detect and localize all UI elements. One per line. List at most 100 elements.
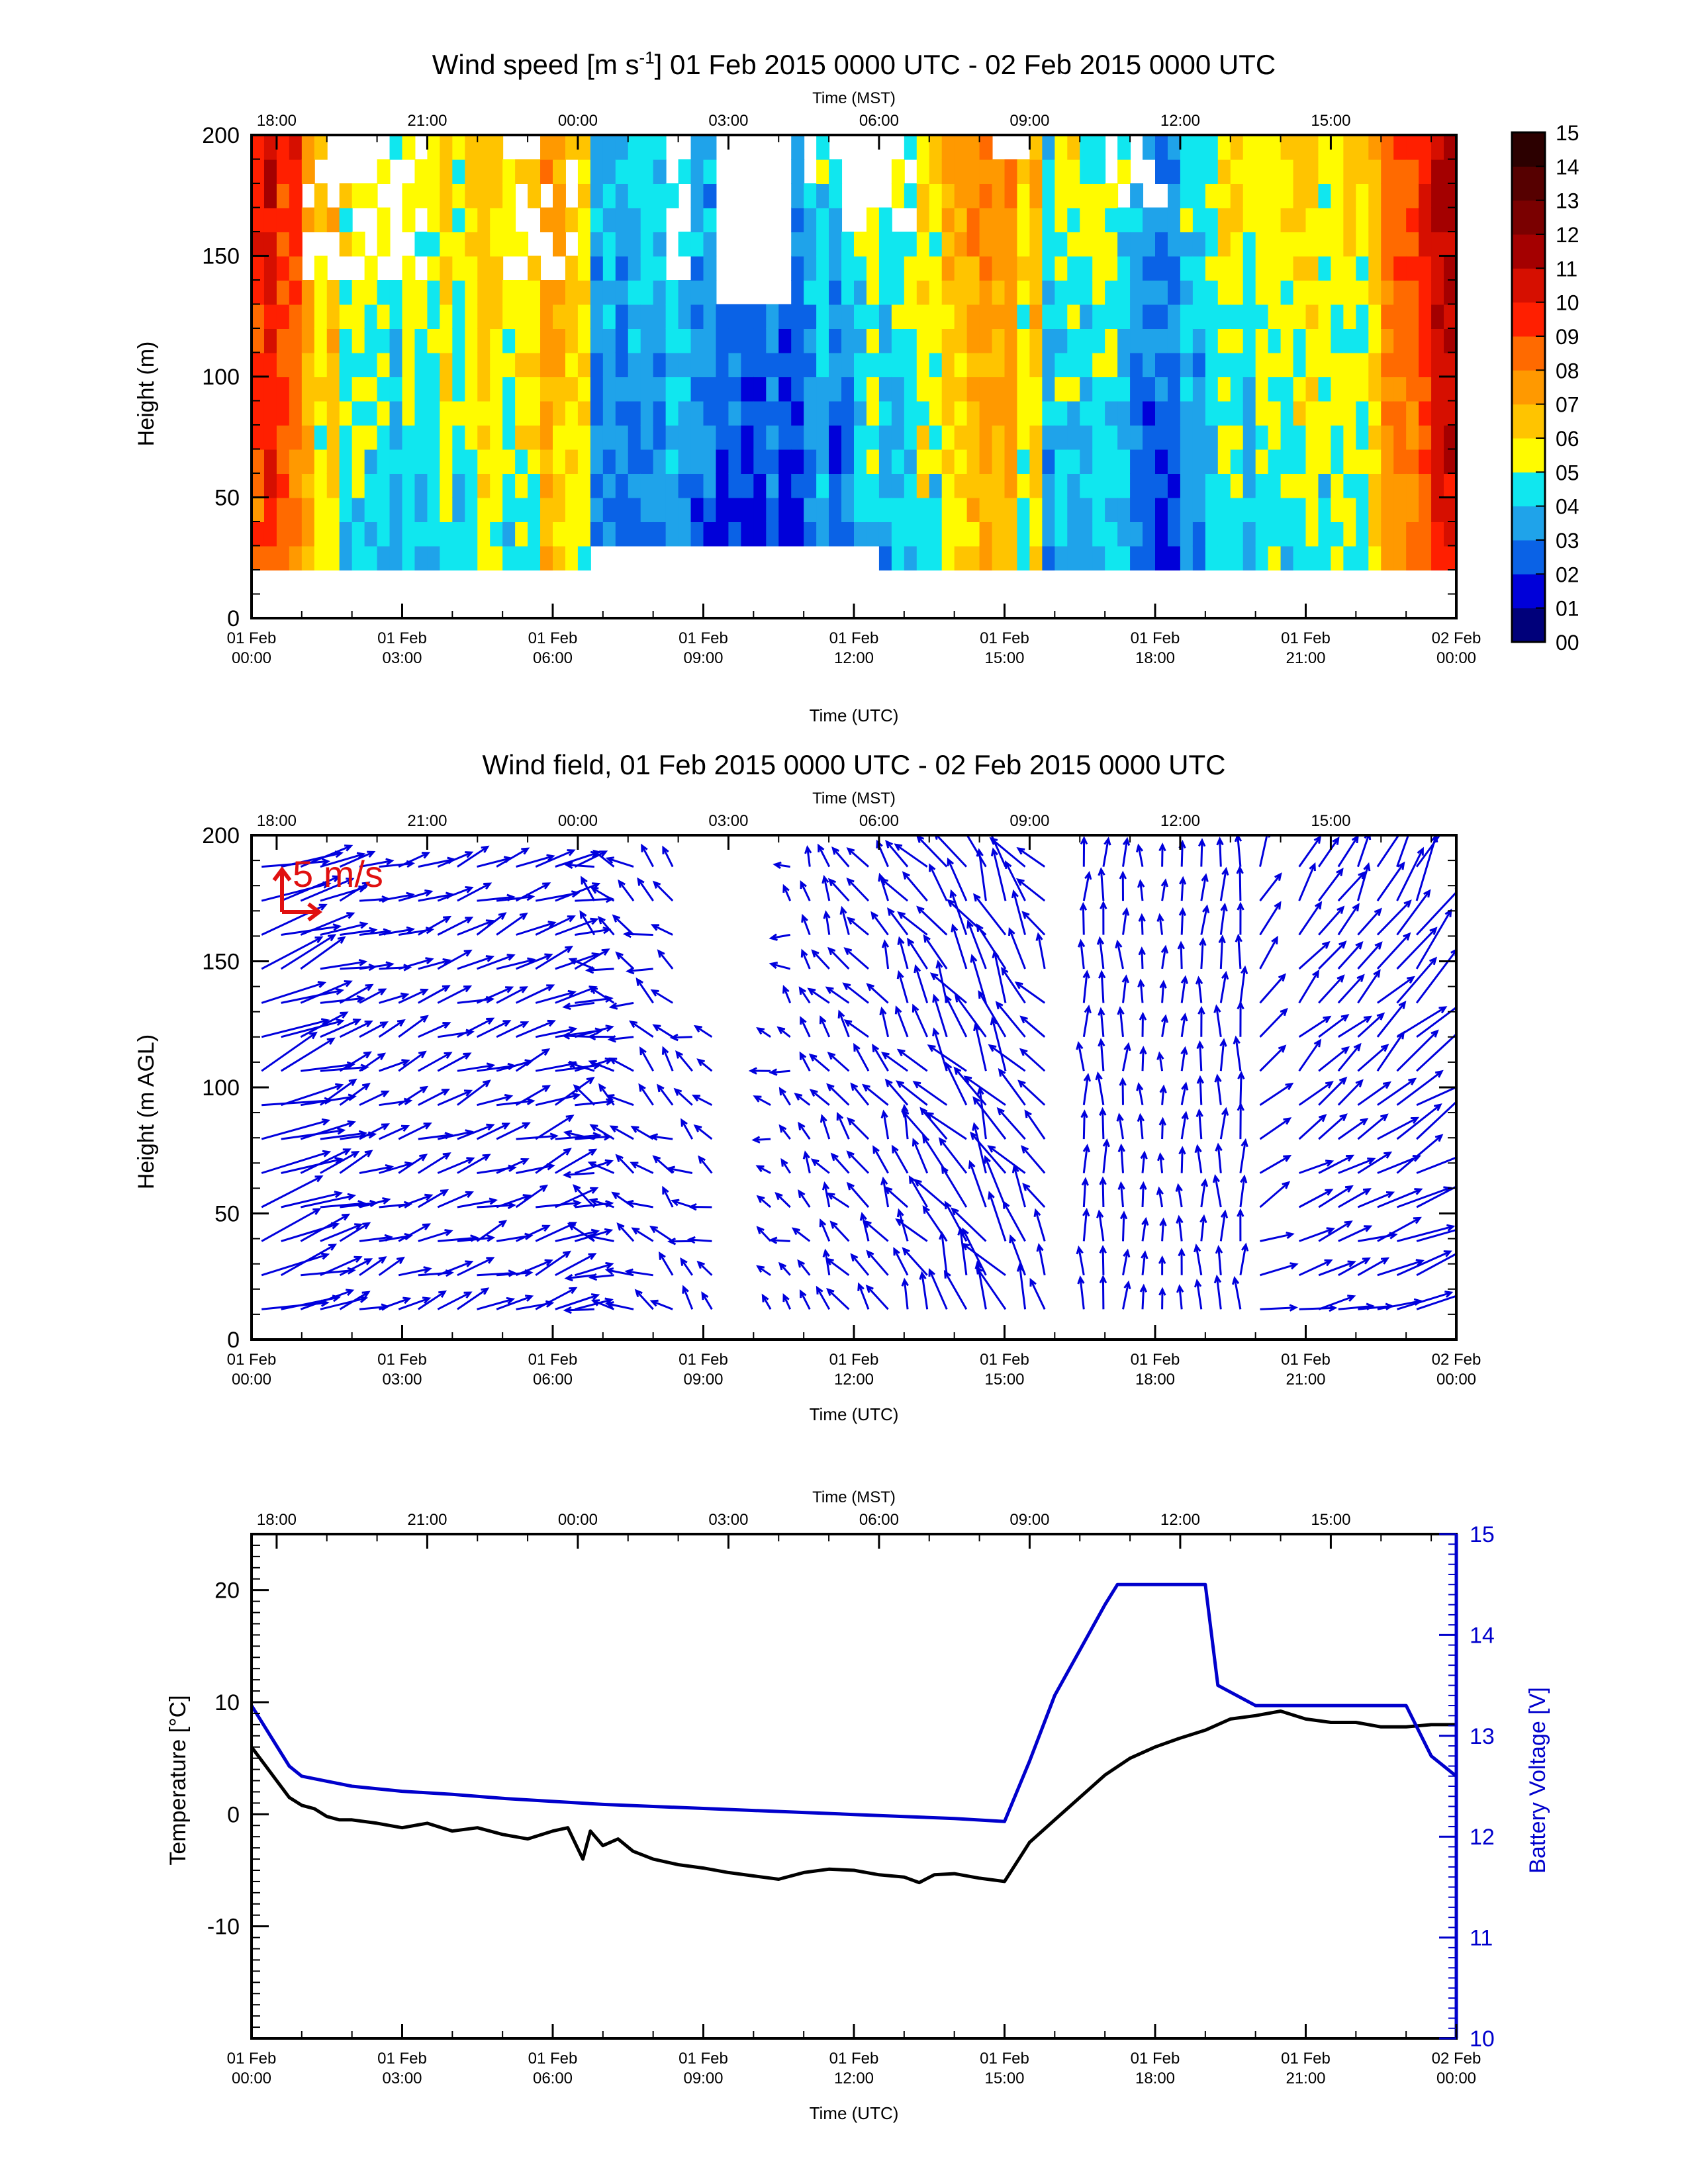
heatmap-cell	[640, 183, 654, 208]
heatmap-cell	[528, 135, 541, 136]
heatmap-cell	[878, 425, 892, 450]
heatmap-cell	[1155, 159, 1168, 184]
wind-vector	[853, 1042, 870, 1071]
heatmap-cell	[716, 522, 729, 547]
heatmap-cell	[1419, 377, 1432, 402]
wind-vector	[666, 1165, 693, 1174]
heatmap-cell	[992, 522, 1006, 547]
heatmap-cell	[440, 183, 453, 208]
heatmap-cell	[653, 473, 667, 498]
heatmap-cell	[590, 207, 604, 232]
heatmap-cell	[804, 522, 818, 547]
heatmap-cell	[1167, 280, 1181, 305]
heatmap-cell	[753, 304, 767, 329]
wind-vector	[826, 1192, 850, 1208]
heatmap-cell	[276, 280, 290, 305]
wind-vector	[437, 1260, 474, 1277]
heatmap-cell	[1130, 328, 1144, 353]
heatmap-cell	[427, 377, 441, 402]
heatmap-cell	[690, 304, 704, 329]
wind-vector	[1377, 1216, 1422, 1242]
heatmap-cell	[1067, 352, 1081, 377]
heatmap-cell	[402, 522, 416, 547]
wind-vector	[639, 1046, 655, 1071]
wind-vector	[661, 1046, 674, 1071]
heatmap-cell	[1419, 352, 1432, 377]
temp-bottom-tick-time: 21:00	[1286, 2070, 1325, 2087]
heatmap-cell	[929, 232, 943, 257]
wind-vector	[1137, 879, 1145, 901]
wind-vector	[1175, 1183, 1183, 1208]
heatmap-cell	[1243, 377, 1256, 402]
wind-vector	[1298, 1259, 1333, 1277]
wind-vector	[688, 1203, 712, 1211]
heatmap-cell	[440, 473, 453, 498]
heatmap-cell	[452, 232, 466, 257]
heatmap-cell	[716, 425, 729, 450]
wind-vector	[1159, 1084, 1167, 1105]
wind-vector	[978, 990, 1007, 1038]
temp-bottom-tick-date: 01 Feb	[829, 2050, 879, 2068]
wind-vector	[1099, 1275, 1107, 1310]
heatmap-cell	[1217, 183, 1231, 208]
heatmap-cell	[1029, 280, 1043, 305]
heatmap-cell	[891, 545, 905, 570]
wind-vector	[637, 877, 654, 901]
wind-vector	[1416, 1295, 1456, 1310]
heatmap-cell	[804, 449, 818, 474]
wind-vector	[1180, 1012, 1188, 1038]
heatmap-cell	[1117, 280, 1131, 305]
wind-field-vectors	[261, 835, 1456, 1314]
heatmap-cell	[992, 255, 1006, 281]
heatmap-cell	[465, 425, 479, 450]
heatmap-cell	[1293, 522, 1307, 547]
heatmap-cell	[628, 400, 641, 426]
wind-vector	[535, 915, 576, 936]
wind-vector	[995, 1001, 1026, 1038]
heatmap-cell	[1243, 400, 1256, 426]
wind-vector	[359, 1052, 387, 1072]
heatmap-cell	[678, 159, 692, 184]
heatmap-cell	[553, 497, 566, 522]
heatmap-cell	[1419, 400, 1432, 426]
heatmap-cell	[841, 280, 855, 305]
heatmap-cell	[954, 280, 968, 305]
heatmap-cell	[791, 232, 805, 257]
heatmap-cell	[440, 159, 453, 184]
heatmap-cell	[929, 159, 943, 184]
heatmap-cell	[252, 183, 265, 208]
heatmap-cell	[301, 449, 315, 474]
heatmap-cell	[276, 255, 290, 281]
heatmap-cell	[414, 400, 428, 426]
wind-vector	[261, 1252, 330, 1277]
heatmap-cell	[1155, 497, 1168, 522]
heatmap-cell	[1105, 207, 1119, 232]
heatmap-cell	[1343, 377, 1357, 402]
wind-vector	[902, 1247, 928, 1276]
heatmap-cell	[766, 400, 780, 426]
heatmap-cell	[263, 255, 277, 281]
heatmap-cell	[1243, 352, 1256, 377]
heatmap-cell	[1406, 135, 1420, 136]
wind-vector	[437, 851, 474, 868]
wind-vector	[975, 1265, 1007, 1310]
heatmap-cell	[678, 400, 692, 426]
wind-vector	[339, 850, 376, 868]
wind-vector	[1096, 936, 1105, 970]
heatmap-cell	[640, 377, 654, 402]
wind-vector	[885, 840, 909, 868]
heatmap-cell	[829, 473, 843, 498]
heatmap-cell	[1243, 135, 1256, 136]
wind-vector	[1099, 1244, 1107, 1275]
heatmap-cell	[1280, 449, 1294, 474]
wind-vector	[941, 1165, 968, 1208]
wind-vector	[624, 1268, 653, 1277]
wind-field-top-tick-label: 06:00	[859, 812, 899, 830]
wind-vector	[825, 986, 850, 1004]
heatmap-cell	[1029, 135, 1043, 160]
heatmap-cell	[778, 425, 792, 450]
heatmap-cell	[402, 425, 416, 450]
wind-vector	[629, 1020, 654, 1038]
wind-vector	[1082, 970, 1090, 1003]
wind-vector	[1156, 1186, 1164, 1208]
